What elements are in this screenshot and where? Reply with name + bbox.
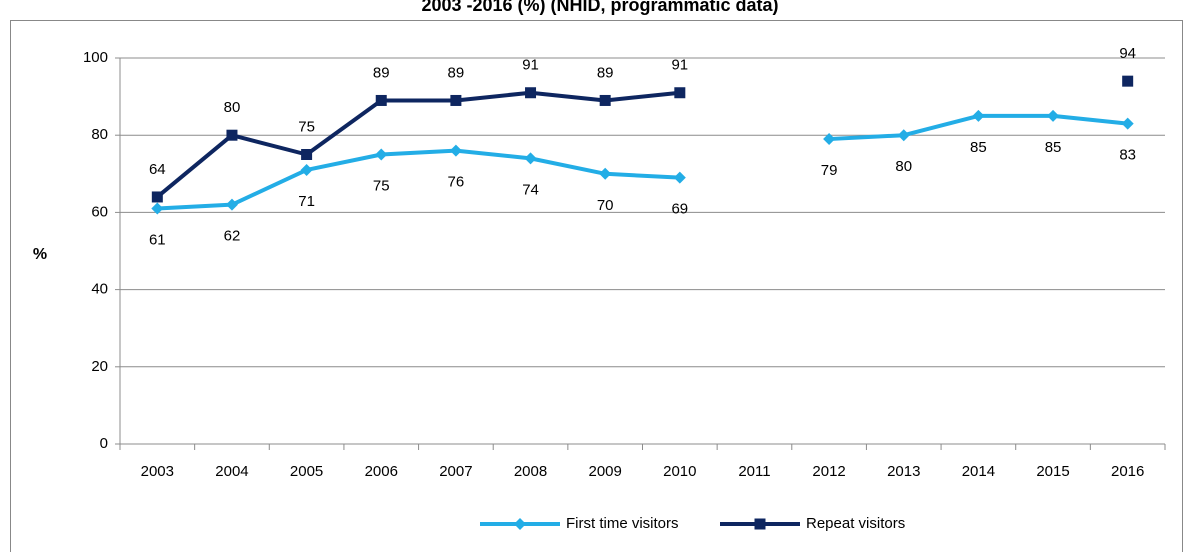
data-label: 91 (522, 57, 539, 74)
data-label: 89 (373, 64, 390, 81)
data-label: 94 (1119, 45, 1136, 62)
data-point (151, 202, 164, 215)
data-point (1047, 109, 1060, 122)
data-label: 62 (224, 228, 241, 245)
x-tick-label: 2003 (141, 463, 174, 480)
legend-marker (514, 518, 526, 530)
data-label: 85 (1045, 139, 1062, 156)
data-point (897, 129, 910, 142)
y-tick-label: 0 (100, 435, 108, 452)
data-label: 71 (298, 193, 315, 210)
legend-marker (754, 518, 766, 530)
data-point (300, 163, 313, 176)
data-point (226, 129, 238, 141)
x-tick-label: 2009 (588, 463, 621, 480)
data-label: 85 (970, 139, 987, 156)
data-point (225, 198, 238, 211)
data-point (151, 191, 163, 203)
y-tick-label: 80 (91, 126, 108, 143)
legend-label: First time visitors (566, 515, 679, 532)
data-point (972, 109, 985, 122)
data-label: 80 (895, 158, 912, 175)
data-label: 91 (671, 57, 688, 74)
x-tick-label: 2015 (1036, 463, 1069, 480)
data-point (1121, 117, 1134, 130)
legend-label: Repeat visitors (806, 515, 905, 532)
data-label: 89 (597, 64, 614, 81)
data-point (599, 167, 612, 180)
x-tick-label: 2005 (290, 463, 323, 480)
y-axis-label: % (33, 246, 47, 263)
x-tick-label: 2007 (439, 463, 472, 480)
data-label: 74 (522, 181, 539, 198)
data-label: 75 (373, 177, 390, 194)
data-label: 69 (671, 201, 688, 218)
data-point (599, 94, 611, 106)
data-point (375, 148, 388, 161)
data-label: 76 (448, 174, 465, 191)
data-label: 79 (821, 162, 838, 179)
x-tick-label: 2004 (215, 463, 248, 480)
data-label: 75 (298, 118, 315, 135)
x-tick-label: 2012 (812, 463, 845, 480)
y-tick-label: 100 (83, 49, 108, 66)
x-tick-label: 2011 (738, 463, 770, 480)
y-tick-label: 60 (91, 203, 108, 220)
data-label: 70 (597, 197, 614, 214)
x-tick-label: 2013 (887, 463, 920, 480)
y-tick-label: 40 (91, 281, 108, 298)
data-point (525, 87, 537, 99)
data-point (524, 152, 537, 165)
x-tick-label: 2016 (1111, 463, 1144, 480)
data-label: 64 (149, 161, 166, 178)
data-label: 80 (224, 99, 241, 116)
data-label: 89 (448, 64, 465, 81)
data-point (450, 94, 462, 106)
data-point (449, 144, 462, 157)
data-point (673, 171, 686, 184)
data-point (301, 149, 313, 160)
chart-border (10, 20, 1183, 552)
data-point (1122, 75, 1134, 87)
x-tick-label: 2008 (514, 463, 547, 480)
data-point (823, 133, 836, 146)
data-point (375, 94, 387, 106)
data-point (674, 87, 686, 99)
x-tick-label: 2014 (962, 463, 995, 480)
chart-title: 2003 -2016 (%) (NHID, programmatic data) (421, 0, 778, 15)
data-label: 61 (149, 232, 166, 249)
data-label: 83 (1119, 147, 1136, 164)
y-tick-label: 20 (91, 358, 108, 375)
x-tick-label: 2010 (663, 463, 696, 480)
x-tick-label: 2006 (365, 463, 398, 480)
